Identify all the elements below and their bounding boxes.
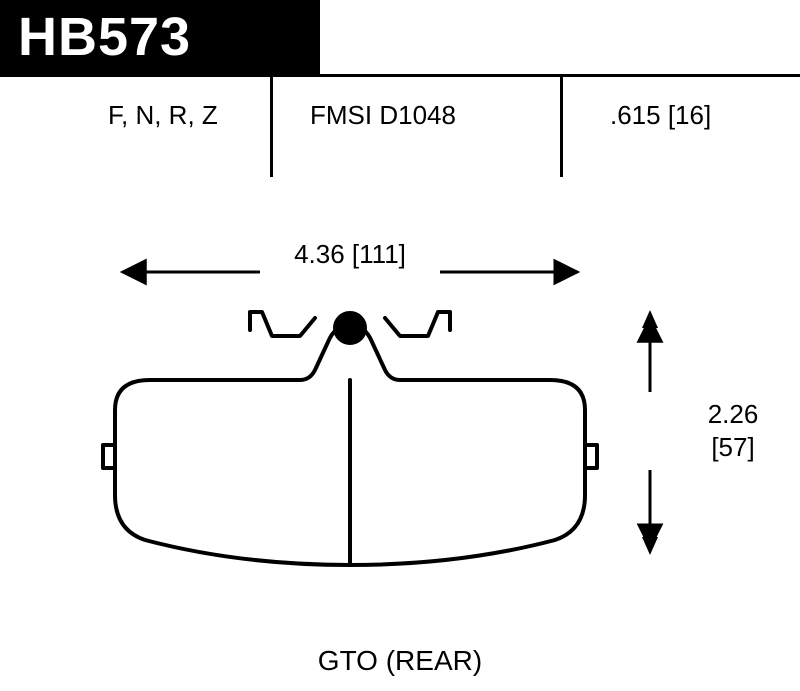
height-dimension-arrow xyxy=(642,310,658,555)
diagram-svg xyxy=(0,0,800,691)
brake-pad-outline xyxy=(103,312,597,565)
page-root: HB573 F, N, R, Z FMSI D1048 .615 [16] 4.… xyxy=(0,0,800,691)
